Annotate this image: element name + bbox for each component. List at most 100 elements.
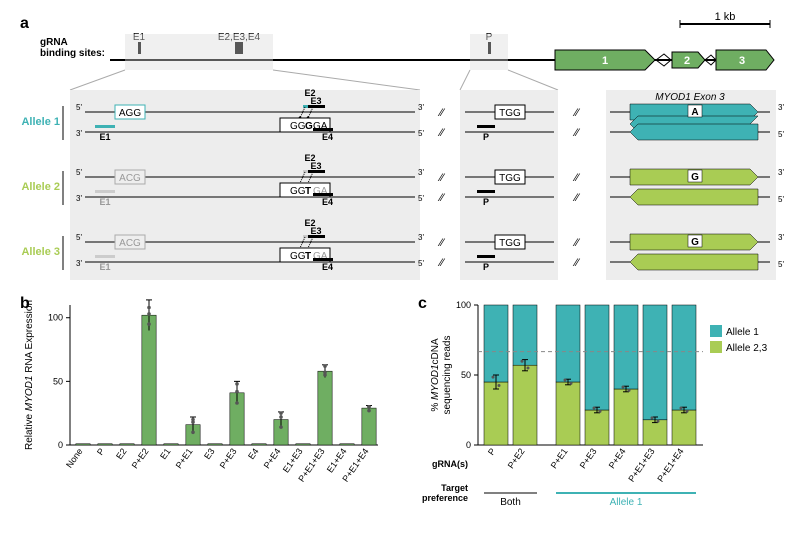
exon3: 3 bbox=[739, 55, 745, 67]
svg-text:P: P bbox=[483, 197, 489, 207]
svg-text:3': 3' bbox=[418, 168, 424, 177]
svg-text:3': 3' bbox=[778, 103, 784, 112]
svg-text:E4: E4 bbox=[322, 262, 333, 272]
svg-text:50: 50 bbox=[53, 376, 63, 386]
svg-text:TGG: TGG bbox=[499, 108, 521, 119]
svg-text:5': 5' bbox=[418, 194, 424, 203]
svg-text:5': 5' bbox=[76, 233, 82, 242]
svg-text:T: T bbox=[305, 251, 311, 262]
svg-text:Target: Target bbox=[441, 483, 468, 493]
svg-text:E1: E1 bbox=[99, 262, 110, 272]
svg-text:Relative MYOD1 RNA Expression: Relative MYOD1 RNA Expression bbox=[24, 300, 35, 450]
svg-text:A: A bbox=[691, 107, 698, 118]
svg-text:3': 3' bbox=[76, 194, 82, 203]
svg-text:P+E2: P+E2 bbox=[506, 446, 527, 470]
svg-text:⁄⁄: ⁄⁄ bbox=[437, 192, 446, 204]
svg-text:TGG: TGG bbox=[499, 173, 521, 184]
svg-text:P+E1: P+E1 bbox=[549, 446, 570, 470]
svg-text:P: P bbox=[483, 132, 489, 142]
svg-text:Both: Both bbox=[500, 497, 521, 508]
svg-text:0: 0 bbox=[58, 440, 63, 450]
allele2-name: Allele 2 bbox=[21, 181, 60, 193]
figure-svg: a 1 kb gRNA binding sites: E1 E2,E3,E4 P… bbox=[10, 10, 790, 520]
scale-bar-label: 1 kb bbox=[715, 11, 736, 23]
svg-text:None: None bbox=[64, 446, 85, 469]
svg-text:AGG: AGG bbox=[119, 108, 141, 119]
svg-text:5': 5' bbox=[778, 195, 784, 204]
svg-text:3': 3' bbox=[418, 103, 424, 112]
svg-text:P: P bbox=[486, 446, 498, 457]
svg-text:5': 5' bbox=[418, 259, 424, 268]
svg-text:⁄⁄: ⁄⁄ bbox=[437, 107, 446, 119]
svg-text:E3: E3 bbox=[202, 446, 217, 461]
svg-text:100: 100 bbox=[456, 300, 471, 310]
svg-text:P+E4: P+E4 bbox=[607, 446, 628, 470]
svg-text:E3: E3 bbox=[310, 96, 321, 106]
svg-text:⁄⁄: ⁄⁄ bbox=[572, 172, 581, 184]
svg-text:P+E1+E4: P+E1+E4 bbox=[655, 446, 685, 483]
svg-text:5': 5' bbox=[778, 130, 784, 139]
svg-text:E1: E1 bbox=[158, 446, 173, 461]
exon1: 1 bbox=[602, 55, 608, 67]
svg-text:⁄⁄: ⁄⁄ bbox=[437, 172, 446, 184]
svg-text:E3: E3 bbox=[310, 226, 321, 236]
svg-text:⁄⁄: ⁄⁄ bbox=[437, 237, 446, 249]
exon2: 2 bbox=[684, 55, 690, 67]
svg-text:E4: E4 bbox=[246, 446, 261, 461]
svg-text:MYOD1 Exon 3: MYOD1 Exon 3 bbox=[655, 92, 725, 103]
svg-text:3': 3' bbox=[76, 259, 82, 268]
svg-text:⁄⁄: ⁄⁄ bbox=[572, 127, 581, 139]
svg-text:0: 0 bbox=[466, 440, 471, 450]
svg-text:P+E4: P+E4 bbox=[262, 446, 283, 470]
svg-text:⁄⁄: ⁄⁄ bbox=[572, 192, 581, 204]
scale-bar: 1 kb bbox=[680, 11, 770, 28]
svg-text:preference: preference bbox=[422, 493, 468, 503]
svg-text:3': 3' bbox=[76, 129, 82, 138]
svg-text:50: 50 bbox=[461, 370, 471, 380]
svg-text:G: G bbox=[691, 237, 699, 248]
svg-text:% MYOD1cDNA: % MYOD1cDNA bbox=[430, 338, 441, 412]
svg-text:⁄⁄: ⁄⁄ bbox=[437, 127, 446, 139]
svg-text:Allele 2,3: Allele 2,3 bbox=[726, 343, 768, 354]
panel-c-chart: 0 50 100 % MYOD1cDNA sequencing reads P P+E… bbox=[422, 300, 768, 508]
svg-text:ACG: ACG bbox=[119, 238, 141, 249]
svg-text:P+E3: P+E3 bbox=[578, 446, 599, 470]
svg-text:ACG: ACG bbox=[119, 173, 141, 184]
svg-text:5': 5' bbox=[76, 168, 82, 177]
svg-text:5': 5' bbox=[778, 260, 784, 269]
allele3-name: Allele 3 bbox=[21, 246, 60, 258]
svg-text:sequencing reads: sequencing reads bbox=[442, 336, 453, 415]
svg-text:GG: GG bbox=[290, 186, 306, 197]
panel-b-chart: 0 50 100 Relative MYOD1 RNA Expression Non… bbox=[24, 300, 378, 484]
svg-text:3': 3' bbox=[778, 168, 784, 177]
svg-text:⁄⁄: ⁄⁄ bbox=[572, 237, 581, 249]
svg-text:G: G bbox=[305, 121, 313, 132]
svg-text:P: P bbox=[483, 262, 489, 272]
svg-text:gRNA: gRNA bbox=[40, 37, 68, 48]
svg-text:binding sites:: binding sites: bbox=[40, 48, 105, 59]
svg-text:GG: GG bbox=[290, 121, 306, 132]
svg-text:⁄⁄: ⁄⁄ bbox=[437, 257, 446, 269]
svg-text:⁄⁄: ⁄⁄ bbox=[572, 107, 581, 119]
panel-c-label: c bbox=[418, 295, 427, 312]
svg-text:5': 5' bbox=[76, 103, 82, 112]
svg-text:P+E1: P+E1 bbox=[174, 446, 195, 470]
svg-text:E4: E4 bbox=[322, 132, 333, 142]
svg-text:gRNA(s): gRNA(s) bbox=[432, 459, 468, 469]
svg-text:P+E2: P+E2 bbox=[130, 446, 151, 470]
svg-text:P: P bbox=[95, 446, 107, 457]
svg-text:3': 3' bbox=[778, 233, 784, 242]
svg-text:100: 100 bbox=[48, 313, 63, 323]
svg-text:GG: GG bbox=[290, 251, 306, 262]
svg-text:E1: E1 bbox=[99, 197, 110, 207]
allele1-name: Allele 1 bbox=[21, 116, 60, 128]
svg-text:Allele 1: Allele 1 bbox=[610, 497, 643, 508]
svg-text:E2: E2 bbox=[114, 446, 129, 461]
svg-text:P+E1+E3: P+E1+E3 bbox=[626, 446, 656, 483]
svg-text:E3: E3 bbox=[310, 161, 321, 171]
svg-text:G: G bbox=[691, 172, 699, 183]
panel-a-label: a bbox=[20, 15, 29, 32]
svg-text:E4: E4 bbox=[322, 197, 333, 207]
svg-text:⁄⁄: ⁄⁄ bbox=[572, 257, 581, 269]
svg-text:TGG: TGG bbox=[499, 238, 521, 249]
